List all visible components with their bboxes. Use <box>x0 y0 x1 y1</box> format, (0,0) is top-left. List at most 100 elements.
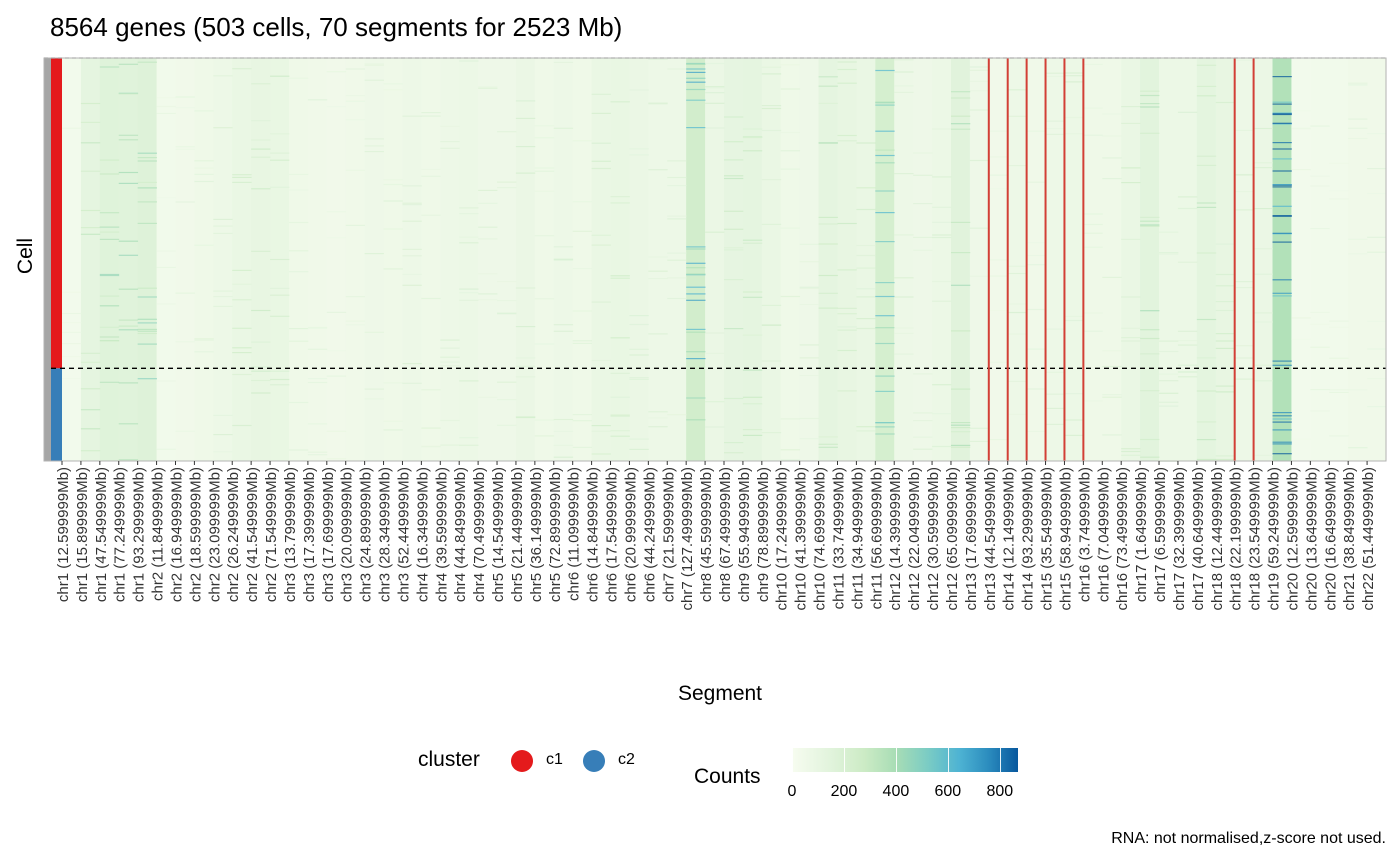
cell-row <box>1177 376 1198 378</box>
cell-row <box>1083 330 1103 332</box>
cell-row <box>1026 254 1046 257</box>
cell-row <box>421 168 441 170</box>
cell-row <box>799 438 819 440</box>
cell-row <box>610 101 630 103</box>
cell-row <box>950 446 971 448</box>
cell-row <box>421 389 441 391</box>
cell-row <box>62 331 82 333</box>
heatmap-column <box>1121 58 1141 461</box>
cell-row <box>856 142 876 144</box>
cell-row <box>478 87 498 89</box>
cell-row <box>705 401 725 403</box>
cell-row <box>62 312 82 315</box>
cell-row <box>610 202 630 204</box>
cell-row <box>270 152 290 154</box>
cell-row <box>232 269 252 271</box>
cell-row <box>818 436 838 438</box>
cell-row <box>1083 400 1103 402</box>
heatmap-column <box>497 58 517 461</box>
cell-row <box>761 73 782 75</box>
cell-row <box>345 100 366 102</box>
cell-row <box>629 154 649 156</box>
x-tick-label: chr3 (17.399999Mb) <box>301 467 318 602</box>
cell-row <box>534 235 555 237</box>
cell-row <box>270 258 290 261</box>
cell-row <box>270 370 290 372</box>
cell-row <box>1272 441 1292 443</box>
cell-row <box>724 397 744 400</box>
cell-row <box>99 274 120 277</box>
cell-row <box>383 382 403 384</box>
cell-row <box>118 134 139 136</box>
cell-row <box>950 123 971 125</box>
cell-row <box>932 221 952 223</box>
x-tick-label: chr12 (65.099999Mb) <box>944 467 961 610</box>
cell-row <box>856 327 876 330</box>
cell-row <box>326 430 347 432</box>
cell-row <box>780 227 801 229</box>
cell-row <box>156 112 176 114</box>
cell-row <box>856 430 876 432</box>
cell-row <box>875 295 895 298</box>
cell-row <box>724 442 744 444</box>
cell-row <box>648 270 668 272</box>
cell-row <box>478 299 498 301</box>
heatmap-column <box>515 58 536 461</box>
cell-row <box>459 207 479 209</box>
cell-row <box>894 71 914 73</box>
cell-row <box>780 150 801 152</box>
cell-row <box>742 296 763 298</box>
cell-row <box>137 328 157 330</box>
heatmap-column <box>610 58 631 461</box>
cell-row <box>1064 419 1084 421</box>
cell-row <box>686 77 706 79</box>
cell-row <box>118 63 139 65</box>
cell-row <box>742 239 763 241</box>
cell-row <box>724 247 744 249</box>
cell-row <box>648 426 668 428</box>
cell-row <box>440 365 460 367</box>
cell-row <box>118 325 139 327</box>
cell-row <box>610 435 630 437</box>
cell-row <box>80 450 101 452</box>
x-tick-label: chr4 (44.849999Mb) <box>452 467 469 602</box>
cell-row <box>175 146 195 148</box>
cell-row <box>648 256 668 258</box>
cell-row <box>761 107 782 110</box>
cell-row <box>232 174 252 176</box>
cell-row <box>1291 110 1311 112</box>
cell-row <box>950 330 971 332</box>
cell-row <box>1329 391 1349 393</box>
cell-row <box>1177 340 1198 342</box>
x-tick-label: chr2 (11.849999Mb) <box>150 467 167 601</box>
cell-row <box>818 274 838 277</box>
cell-row <box>837 269 857 271</box>
cell-row <box>1291 338 1311 340</box>
cell-row <box>1045 393 1065 395</box>
x-tick-label: chr5 (72.899999Mb) <box>547 467 564 602</box>
cell-row <box>1121 340 1141 342</box>
cell-row <box>213 232 233 234</box>
cell-row <box>137 181 157 183</box>
cell-row <box>648 278 668 280</box>
heatmap-column <box>156 58 177 461</box>
cell-row <box>1367 348 1387 350</box>
cell-row <box>1234 345 1254 347</box>
cell-row <box>1253 321 1273 323</box>
cell-row <box>553 258 574 260</box>
cell-row <box>440 419 460 422</box>
x-tick-label: chr5 (21.449999Mb) <box>509 467 526 602</box>
cell-row <box>175 341 195 343</box>
cell-row <box>1045 133 1065 135</box>
cell-row <box>1291 438 1311 440</box>
cell-row <box>213 305 233 307</box>
x-axis-ticks: chr1 (12.599999Mb) chr1 (15.899999Mb) chr1… <box>55 461 1377 610</box>
cell-row <box>1291 366 1311 369</box>
cell-row <box>80 388 101 390</box>
cell-row <box>1196 85 1217 87</box>
x-tick-label: chr6 (17.549999Mb) <box>604 467 621 602</box>
cell-row <box>1102 135 1122 137</box>
cell-row <box>1196 164 1217 166</box>
cell-row <box>383 429 403 431</box>
cell-row <box>459 444 479 446</box>
